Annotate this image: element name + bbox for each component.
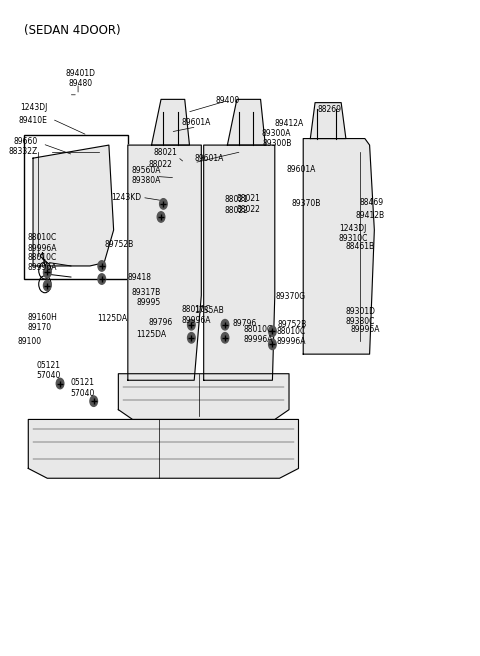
Text: 89412A: 89412A bbox=[275, 119, 304, 128]
FancyBboxPatch shape bbox=[154, 289, 190, 315]
Text: 89400: 89400 bbox=[215, 96, 240, 105]
Polygon shape bbox=[303, 138, 374, 354]
FancyBboxPatch shape bbox=[314, 127, 325, 139]
Text: 88010C
89996A: 88010C 89996A bbox=[244, 325, 274, 344]
Text: 89601A: 89601A bbox=[182, 117, 211, 127]
Text: 1125DA: 1125DA bbox=[137, 330, 167, 339]
Circle shape bbox=[98, 274, 106, 284]
Text: 89996A: 89996A bbox=[350, 325, 380, 334]
Text: 88010C
89996A: 88010C 89996A bbox=[27, 253, 57, 272]
Polygon shape bbox=[152, 99, 190, 145]
Text: 88021: 88021 bbox=[154, 148, 178, 157]
Text: 89370G: 89370G bbox=[276, 292, 306, 301]
Text: 88010C
89996A: 88010C 89996A bbox=[181, 305, 211, 325]
Circle shape bbox=[221, 319, 229, 330]
Text: 89418: 89418 bbox=[128, 272, 152, 281]
Polygon shape bbox=[228, 99, 265, 145]
Polygon shape bbox=[28, 419, 299, 478]
Text: 88021
88022: 88021 88022 bbox=[237, 194, 261, 214]
FancyBboxPatch shape bbox=[316, 139, 326, 151]
Text: 05121
57040: 05121 57040 bbox=[70, 379, 95, 398]
Text: 89300A
89300B: 89300A 89300B bbox=[262, 129, 291, 148]
Circle shape bbox=[188, 333, 195, 343]
Text: 89412B: 89412B bbox=[355, 211, 384, 220]
Text: 88461B: 88461B bbox=[346, 242, 375, 251]
Circle shape bbox=[90, 396, 97, 406]
Text: 1125DA: 1125DA bbox=[97, 314, 127, 323]
Text: 88022: 88022 bbox=[149, 160, 173, 169]
Text: 1735AB: 1735AB bbox=[194, 306, 224, 315]
Circle shape bbox=[98, 260, 106, 271]
Text: 1243KD: 1243KD bbox=[111, 193, 141, 202]
Polygon shape bbox=[204, 145, 275, 380]
Text: (SEDAN 4DOOR): (SEDAN 4DOOR) bbox=[24, 24, 120, 37]
Text: 89601A: 89601A bbox=[287, 165, 316, 174]
Circle shape bbox=[221, 333, 229, 343]
Text: 89100: 89100 bbox=[18, 337, 42, 346]
Text: 89796: 89796 bbox=[232, 319, 256, 328]
Polygon shape bbox=[311, 102, 346, 138]
FancyBboxPatch shape bbox=[356, 209, 370, 225]
Polygon shape bbox=[33, 145, 114, 266]
Circle shape bbox=[269, 326, 276, 337]
Text: 05121
57040: 05121 57040 bbox=[37, 361, 61, 380]
Text: 88269: 88269 bbox=[317, 105, 341, 113]
Circle shape bbox=[188, 319, 195, 330]
Text: 89601A: 89601A bbox=[194, 154, 224, 163]
Text: 89660
88332Z: 89660 88332Z bbox=[9, 136, 38, 156]
Text: 89317B
89995: 89317B 89995 bbox=[132, 287, 161, 307]
Text: 88469: 88469 bbox=[359, 198, 384, 207]
Text: 1243DJ
89310C: 1243DJ 89310C bbox=[339, 224, 368, 243]
Text: 89370B: 89370B bbox=[291, 199, 321, 209]
Text: 89796: 89796 bbox=[149, 318, 173, 327]
Text: 89410E: 89410E bbox=[18, 115, 47, 125]
Circle shape bbox=[44, 267, 51, 277]
Polygon shape bbox=[128, 145, 201, 380]
Circle shape bbox=[44, 280, 51, 291]
Text: 89160H
89170: 89160H 89170 bbox=[27, 313, 57, 333]
Polygon shape bbox=[119, 374, 289, 419]
Text: 88021
88022: 88021 88022 bbox=[225, 195, 249, 215]
FancyBboxPatch shape bbox=[356, 222, 370, 238]
Text: 1243DJ: 1243DJ bbox=[20, 103, 47, 112]
Circle shape bbox=[157, 212, 165, 222]
Circle shape bbox=[269, 339, 276, 350]
Circle shape bbox=[56, 379, 64, 389]
Text: 88010C
89996A: 88010C 89996A bbox=[27, 234, 57, 253]
Text: 89560A
89380A: 89560A 89380A bbox=[132, 166, 161, 186]
Circle shape bbox=[160, 199, 167, 209]
Text: 89752B: 89752B bbox=[277, 320, 306, 329]
Text: 88010C
89996A: 88010C 89996A bbox=[276, 327, 306, 346]
Text: 89752B: 89752B bbox=[104, 240, 133, 249]
Text: 89301D
89380C: 89301D 89380C bbox=[346, 306, 376, 326]
Text: 89401D
89480: 89401D 89480 bbox=[65, 69, 96, 88]
